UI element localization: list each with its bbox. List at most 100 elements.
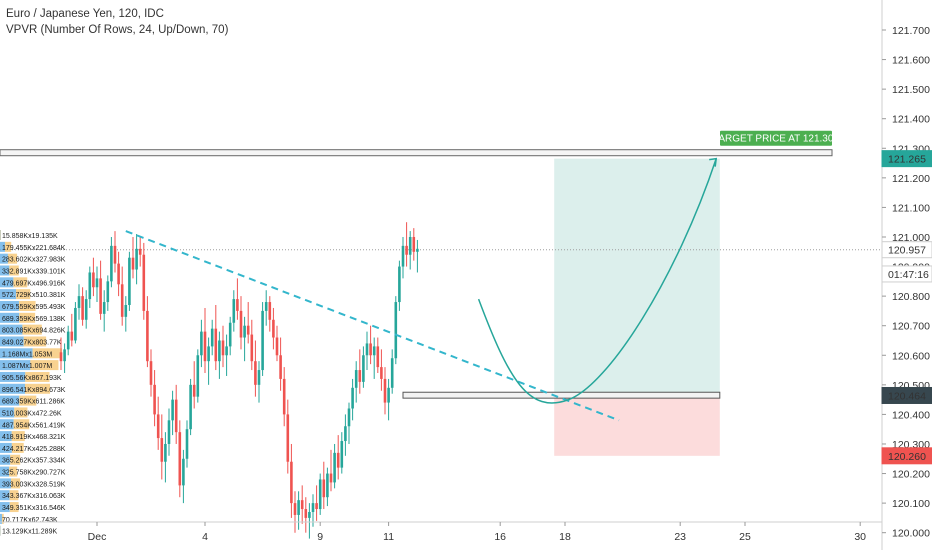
time-axis[interactable]: Dec 4 9 11 16 18 23 25 30 bbox=[0, 522, 882, 543]
y-tick-label: 120.400 bbox=[892, 409, 930, 421]
candle-body bbox=[74, 308, 77, 341]
candle-body bbox=[305, 509, 308, 518]
price-badge-label: 121.265 bbox=[888, 154, 926, 166]
support-zone-rect bbox=[403, 392, 720, 398]
candle-body bbox=[236, 299, 239, 311]
candle-body bbox=[63, 349, 66, 361]
vp-row-label: 325.758Kx290.727K bbox=[2, 470, 66, 477]
candle-body bbox=[139, 249, 142, 255]
vp-row-label: 849.027Kx803.77K bbox=[2, 339, 62, 346]
vp-row-label: 689.359Kx611.286K bbox=[2, 399, 65, 406]
candle-body bbox=[103, 302, 106, 314]
price-badge-label: 120.957 bbox=[888, 245, 926, 257]
indicator-title[interactable]: VPVR (Number Of Rows, 24, Up/Down, 70) bbox=[6, 22, 228, 38]
candle-body bbox=[132, 258, 135, 270]
candle-body bbox=[384, 379, 387, 403]
x-tick-label: 16 bbox=[494, 531, 506, 543]
candle-body bbox=[222, 340, 225, 355]
candle-body bbox=[225, 346, 228, 355]
candle-body bbox=[312, 503, 315, 512]
candle-body bbox=[377, 346, 380, 367]
candle-body bbox=[211, 329, 214, 347]
vp-row-label: 689.359Kx569.138K bbox=[2, 316, 66, 323]
candle-body bbox=[251, 335, 254, 362]
price-axis[interactable]: 121.700121.600121.500121.400121.300121.2… bbox=[882, 0, 932, 550]
y-tick-label: 120.700 bbox=[892, 321, 930, 333]
x-tick-label: 4 bbox=[202, 531, 208, 543]
candle-body bbox=[125, 305, 128, 317]
candle-body bbox=[380, 367, 383, 379]
candle-body bbox=[337, 453, 340, 468]
candle-body bbox=[359, 370, 362, 382]
candle-body bbox=[387, 388, 390, 403]
symbol-title[interactable]: Euro / Japanese Yen, 120, IDC bbox=[6, 6, 228, 22]
candle-body bbox=[135, 249, 138, 270]
vp-row-down bbox=[0, 230, 1, 240]
candle-body bbox=[85, 299, 88, 320]
zone-layer bbox=[0, 150, 882, 456]
candle-body bbox=[189, 385, 192, 429]
y-tick-label: 121.500 bbox=[892, 84, 930, 96]
candle-body bbox=[179, 432, 182, 485]
candle-body bbox=[197, 355, 200, 396]
candle-body bbox=[355, 370, 358, 388]
y-tick-label: 120.600 bbox=[892, 350, 930, 362]
y-tick-label: 120.100 bbox=[892, 498, 930, 510]
candle-body bbox=[207, 346, 210, 361]
candle-body bbox=[204, 332, 207, 362]
candle-body bbox=[146, 311, 149, 361]
candle-body bbox=[373, 346, 376, 355]
candle-body bbox=[107, 281, 110, 302]
descending-trendline bbox=[126, 231, 619, 420]
drawings-layer[interactable]: TARGET PRICE AT 121.300 bbox=[126, 131, 840, 421]
y-tick-label: 121.400 bbox=[892, 114, 930, 126]
candle-body bbox=[283, 379, 286, 414]
vp-row-label: 332.891Kx339.101K bbox=[2, 268, 66, 275]
long-target-zone bbox=[554, 159, 720, 396]
candle-body bbox=[92, 272, 95, 287]
candle-body bbox=[409, 237, 412, 255]
candle-body bbox=[186, 429, 189, 459]
candle-series bbox=[60, 222, 419, 538]
candle-body bbox=[60, 352, 63, 361]
price-badge-label: 120.260 bbox=[888, 451, 926, 463]
candle-body bbox=[405, 246, 408, 255]
vp-row-label: 13.129Kx11.289K bbox=[2, 529, 57, 536]
candle-body bbox=[315, 503, 318, 509]
x-tick-label: 18 bbox=[559, 531, 571, 543]
candle-body bbox=[276, 338, 279, 356]
candle-body bbox=[193, 385, 196, 397]
vp-row-label: 1.087Mx1.007M bbox=[2, 363, 52, 370]
candle-body bbox=[395, 302, 398, 358]
candle-body bbox=[150, 361, 153, 385]
candle-body bbox=[67, 332, 70, 350]
vp-row-label: 179.455Kx221.684K bbox=[2, 245, 66, 252]
candle-body bbox=[243, 326, 246, 338]
candle-body bbox=[333, 453, 336, 483]
candle-body bbox=[171, 400, 174, 421]
vp-row-label: 418.919Kx468.321K bbox=[2, 434, 66, 441]
candle-body bbox=[114, 246, 117, 264]
price-badge-label: 120.464 bbox=[888, 390, 926, 402]
candle-body bbox=[294, 503, 297, 515]
candle-body bbox=[413, 237, 416, 252]
vp-row-label: 803.085Kx694.826K bbox=[2, 328, 66, 335]
vp-row-label: 905.56Kx867.193K bbox=[2, 375, 62, 382]
x-tick-label: 9 bbox=[317, 531, 323, 543]
candle-body bbox=[272, 320, 275, 338]
vp-row-label: 572.729Kx510.381K bbox=[2, 292, 66, 299]
candle-body bbox=[402, 246, 405, 267]
candle-body bbox=[164, 444, 167, 462]
candle-body bbox=[290, 462, 293, 503]
candle-body bbox=[287, 414, 290, 461]
vp-row-label: 424.217Kx425.288K bbox=[2, 446, 66, 453]
x-tick-label: 30 bbox=[854, 531, 866, 543]
candle-body bbox=[128, 258, 131, 305]
candle-body bbox=[71, 332, 74, 341]
candle-body bbox=[351, 388, 354, 409]
candle-body bbox=[175, 400, 178, 433]
vp-row-label: 487.954Kx561.419K bbox=[2, 422, 66, 429]
vp-row-label: 1.168Mx1.053M bbox=[2, 351, 52, 358]
